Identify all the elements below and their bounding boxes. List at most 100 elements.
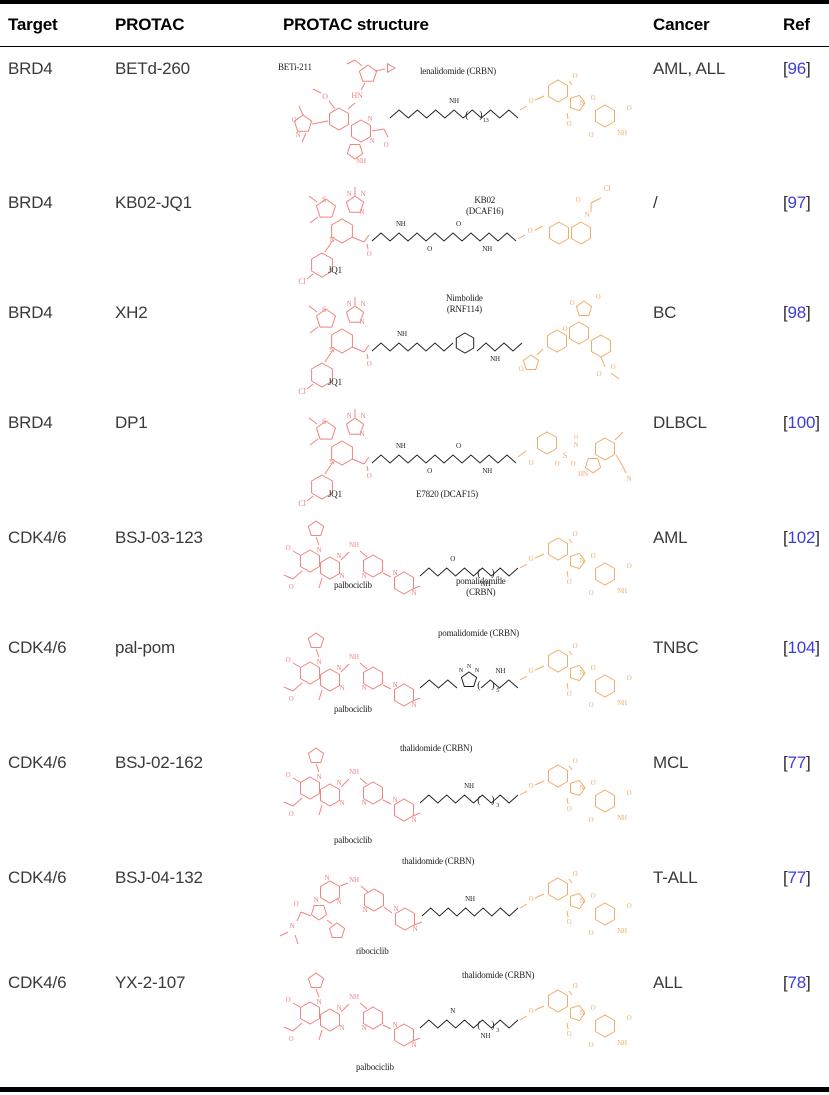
svg-text:O: O bbox=[563, 325, 568, 333]
e3-ligand-label: E7820 (DCAF15) bbox=[416, 488, 478, 499]
svg-text:N: N bbox=[459, 668, 464, 674]
svg-text:NH: NH bbox=[396, 220, 406, 228]
svg-text:): ) bbox=[491, 795, 494, 806]
protac-name-cell: BETd-260 bbox=[115, 59, 190, 78]
cancer-cell: DLBCL bbox=[653, 413, 707, 432]
svg-text:Cl: Cl bbox=[298, 387, 306, 396]
structure-cell: S N N N N Cl O NH O O NH O S O O H N HN N JQ1 E7820 (DCAF1… bbox=[270, 401, 653, 516]
svg-text:O: O bbox=[570, 299, 575, 307]
reference-citation[interactable]: [97] bbox=[783, 193, 811, 212]
svg-text:NH: NH bbox=[617, 927, 627, 935]
svg-text:NH: NH bbox=[464, 782, 474, 790]
e3-ligand-label: thalidomide (CRBN) bbox=[402, 856, 475, 866]
svg-text:NH: NH bbox=[617, 129, 627, 137]
protac-name-cell: KB02-JQ1 bbox=[115, 193, 192, 212]
svg-text:O: O bbox=[573, 757, 578, 765]
target-cell: CDK4/6 bbox=[8, 973, 67, 992]
svg-text:N: N bbox=[337, 552, 342, 560]
svg-text:N: N bbox=[393, 569, 398, 577]
column-header-cancer: Cancer bbox=[653, 15, 710, 34]
reference-citation[interactable]: [96] bbox=[783, 59, 811, 78]
reference-citation[interactable]: [104] bbox=[783, 638, 820, 657]
structure-cell: N N N O O NH N N N NH() 3 O N O O O NH O O palbociclib tha… bbox=[270, 741, 653, 856]
svg-text:NH: NH bbox=[349, 768, 359, 776]
svg-text:N: N bbox=[362, 799, 367, 807]
svg-text:N: N bbox=[314, 896, 319, 904]
e3-ligand-label: thalidomide (CRBN) bbox=[400, 742, 473, 753]
svg-text:NH: NH bbox=[349, 876, 359, 884]
svg-text:O: O bbox=[591, 552, 596, 560]
cancer-cell: BC bbox=[653, 303, 677, 322]
svg-text:O: O bbox=[529, 895, 534, 903]
reference-citation[interactable]: [100] bbox=[783, 413, 820, 432]
table-row: CDK4/6 YX-2-107 N N N O O NH N N N N NH() 3 O N O O O NH O… bbox=[0, 961, 829, 1087]
svg-text:O: O bbox=[555, 460, 560, 468]
svg-text:O: O bbox=[627, 1014, 632, 1022]
cancer-cell: AML, ALL bbox=[653, 59, 726, 78]
svg-text:O: O bbox=[573, 530, 578, 538]
reference-citation[interactable]: [98] bbox=[783, 303, 811, 322]
svg-text:N: N bbox=[296, 131, 301, 139]
svg-text:NH: NH bbox=[356, 157, 366, 165]
svg-text:N: N bbox=[363, 906, 368, 914]
svg-text:O: O bbox=[567, 1030, 572, 1038]
table-header-row: Target PROTAC PROTAC structure Cancer Re… bbox=[0, 4, 829, 47]
svg-text:Cl: Cl bbox=[298, 499, 306, 508]
svg-text:O: O bbox=[456, 442, 461, 450]
svg-text:O: O bbox=[289, 1035, 294, 1043]
structure-cell: N N N O O NH N N N N NH() 3 O N O O O NH O O palbociclib th… bbox=[270, 961, 653, 1087]
svg-text:S: S bbox=[563, 451, 567, 460]
svg-text:N: N bbox=[317, 658, 322, 666]
e3-ligand-label: lenalidomide (CRBN) bbox=[420, 66, 496, 76]
svg-text:N: N bbox=[450, 1007, 455, 1015]
reference-citation[interactable]: [102] bbox=[783, 528, 820, 547]
svg-text:O: O bbox=[611, 363, 616, 371]
svg-text:N: N bbox=[325, 874, 330, 882]
svg-text:N: N bbox=[412, 589, 417, 597]
svg-text:N: N bbox=[362, 1024, 367, 1032]
target-cell: CDK4/6 bbox=[8, 753, 67, 772]
svg-text:O: O bbox=[427, 245, 432, 253]
svg-text:3: 3 bbox=[496, 803, 499, 809]
svg-text:N: N bbox=[361, 190, 366, 198]
table-row: CDK4/6 pal-pom N N N O O NH N N N N N N NH() 5 O N O O O NH… bbox=[0, 626, 829, 741]
svg-text:NH: NH bbox=[349, 653, 359, 661]
svg-text:N: N bbox=[347, 190, 352, 198]
svg-text:N: N bbox=[580, 99, 585, 107]
svg-text:N: N bbox=[361, 412, 366, 420]
svg-text:N: N bbox=[360, 430, 365, 438]
svg-text:S: S bbox=[322, 305, 326, 314]
reference-citation[interactable]: [77] bbox=[783, 753, 811, 772]
svg-text:O: O bbox=[289, 583, 294, 591]
svg-text:N: N bbox=[362, 572, 367, 580]
svg-text:NH: NH bbox=[480, 1032, 490, 1040]
target-cell: CDK4/6 bbox=[8, 868, 67, 887]
svg-text:N: N bbox=[337, 1004, 342, 1012]
svg-text:N: N bbox=[467, 664, 472, 670]
svg-text:O: O bbox=[286, 656, 291, 664]
svg-text:3: 3 bbox=[496, 1028, 499, 1034]
column-header-protac: PROTAC bbox=[115, 15, 185, 34]
cancer-cell: TNBC bbox=[653, 638, 699, 657]
table-row: BRD4 KB02-JQ1 S N N N N Cl O NH O O NH O N O Cl JQ1 KB… bbox=[0, 181, 829, 291]
svg-text:O: O bbox=[367, 250, 372, 258]
svg-text:N: N bbox=[347, 300, 352, 308]
protac-name-cell: YX-2-107 bbox=[115, 973, 186, 992]
structure-cell: N N N O N NH N N N NH O N O O O NH O O ribociclib thalido… bbox=[270, 856, 653, 968]
warhead-label: ribociclib bbox=[356, 946, 389, 956]
table-row: BRD4 XH2 S N N N N Cl O NH NH O O O O O O JQ1 Nimbolid… bbox=[0, 291, 829, 401]
cancer-cell: / bbox=[653, 193, 658, 212]
target-cell: CDK4/6 bbox=[8, 638, 67, 657]
svg-text:O: O bbox=[627, 902, 632, 910]
reference-citation[interactable]: [77] bbox=[783, 868, 811, 887]
svg-text:O: O bbox=[573, 870, 578, 878]
reference-citation[interactable]: [78] bbox=[783, 973, 811, 992]
svg-text:O: O bbox=[589, 816, 594, 824]
svg-text:O: O bbox=[576, 196, 581, 204]
svg-text:N: N bbox=[368, 115, 373, 123]
svg-text:O: O bbox=[573, 982, 578, 990]
svg-text:O: O bbox=[573, 72, 578, 80]
svg-text:NH: NH bbox=[449, 97, 459, 105]
